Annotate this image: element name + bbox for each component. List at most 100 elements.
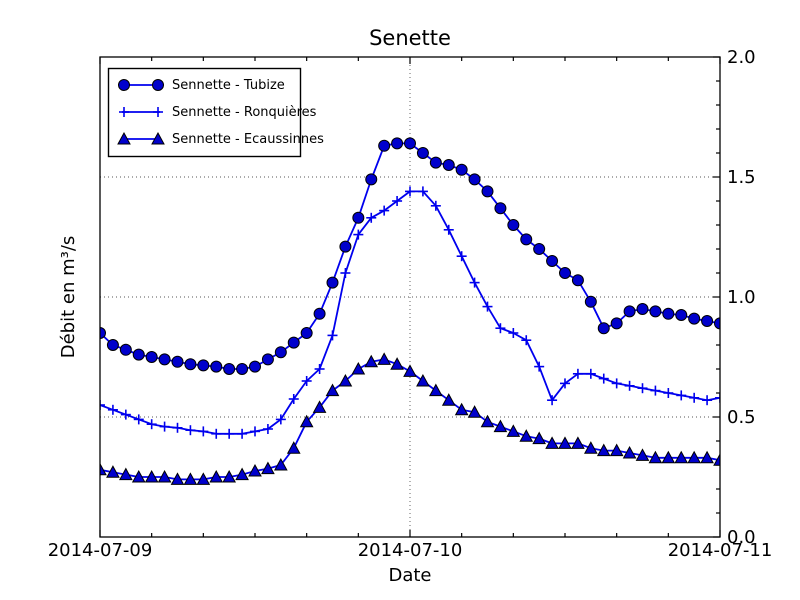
data-point-marker: [429, 156, 442, 169]
series-1: [100, 186, 720, 439]
data-point-marker: [299, 414, 314, 428]
data-point-marker: [170, 472, 185, 485]
data-point-marker: [157, 469, 172, 483]
data-point-marker: [713, 453, 720, 466]
data-point-marker: [325, 383, 340, 397]
axes-spines: [99, 56, 721, 538]
data-point-marker: [441, 393, 456, 406]
data-point-marker: [661, 450, 676, 464]
chart-title: Senette: [369, 26, 451, 50]
data-point-marker: [442, 159, 455, 171]
data-point-marker: [197, 359, 210, 372]
data-point-marker: [223, 363, 236, 375]
x-tick-label: 2014-07-09: [48, 540, 153, 561]
data-point-marker: [494, 202, 507, 215]
data-point-marker: [454, 402, 469, 416]
data-point-marker: [378, 139, 391, 152]
data-point-marker: [287, 336, 300, 349]
data-point-marker: [675, 309, 688, 321]
data-point-marker: [493, 419, 508, 433]
data-point-marker: [610, 317, 623, 330]
data-point-marker: [236, 363, 249, 375]
data-point-marker: [700, 450, 714, 464]
data-point-marker: [533, 243, 546, 255]
data-point-marker: [196, 472, 211, 485]
data-point-marker: [261, 461, 275, 475]
data-point-marker: [714, 317, 720, 330]
data-point-marker: [286, 441, 301, 454]
data-point-marker: [571, 436, 585, 449]
series-2: [100, 352, 720, 485]
data-point-marker: [649, 305, 662, 318]
data-point-marker: [481, 185, 494, 198]
data-point-marker: [468, 173, 481, 186]
y-tick-label: 2.0: [727, 47, 756, 68]
data-point-marker: [158, 353, 171, 366]
data-point-marker: [235, 467, 249, 481]
data-point-marker: [519, 429, 534, 442]
data-point-marker: [688, 312, 701, 325]
data-point-marker: [338, 373, 353, 387]
data-point-marker: [184, 358, 197, 371]
data-point-marker: [100, 327, 106, 339]
data-point-marker: [687, 450, 702, 464]
data-point-marker: [622, 445, 637, 459]
y-tick-label: 1.5: [727, 167, 756, 188]
data-point-marker: [248, 463, 262, 477]
x-tick-label: 2014-07-10: [358, 540, 463, 561]
data-point-marker: [558, 436, 572, 449]
data-point-marker: [183, 472, 198, 485]
data-point-marker: [571, 274, 584, 287]
x-tick-label: 2014-07-11: [668, 540, 773, 561]
data-point-marker: [636, 303, 649, 315]
data-point-marker: [701, 315, 714, 327]
data-point-marker: [623, 305, 636, 318]
series-group: [100, 137, 720, 485]
legend-marker: [152, 79, 164, 91]
data-point-marker: [506, 424, 521, 437]
y-axis-label: Débit en m³/s: [58, 236, 79, 359]
data-point-marker: [546, 255, 559, 267]
data-point-marker: [312, 400, 327, 413]
y-tick-label: 1.0: [727, 287, 756, 308]
data-point-marker: [584, 295, 597, 308]
data-point-marker: [100, 462, 107, 476]
data-point-marker: [352, 211, 365, 224]
legend-marker: [118, 79, 130, 91]
data-point-marker: [674, 450, 689, 464]
data-point-marker: [210, 360, 223, 373]
data-point-marker: [583, 441, 598, 454]
series-0: [100, 137, 720, 375]
gridlines: [100, 57, 720, 537]
data-point-marker: [428, 383, 443, 397]
data-point-marker: [545, 436, 559, 449]
data-point-marker: [391, 137, 404, 150]
x-axis-label: Date: [388, 565, 431, 586]
data-point-marker: [648, 450, 663, 464]
data-point-marker: [596, 443, 611, 457]
y-tick-label: 0.0: [727, 527, 756, 548]
data-point-marker: [532, 431, 547, 445]
data-point-marker: [467, 405, 482, 418]
legend-samples: [117, 79, 165, 145]
legend: Sennette - Tubize Sennette - Ronquières …: [107, 67, 324, 158]
legend-marker: [151, 131, 165, 145]
legend-label-ronquieres: Sennette - Ronquières: [172, 105, 317, 120]
data-point-marker: [273, 457, 288, 471]
data-point-marker: [145, 351, 158, 363]
data-point-marker: [274, 346, 287, 359]
data-point-marker: [635, 448, 650, 461]
data-point-marker: [416, 147, 429, 159]
data-point-marker: [131, 469, 146, 483]
data-point-marker: [132, 348, 145, 361]
data-point-marker: [507, 219, 520, 231]
data-point-marker: [144, 469, 159, 483]
data-point-marker: [455, 163, 468, 176]
data-point-marker: [300, 327, 313, 339]
data-point-marker: [119, 343, 132, 356]
y-tick-label: 0.5: [727, 407, 756, 428]
data-point-marker: [326, 276, 339, 289]
data-point-marker: [403, 364, 417, 377]
